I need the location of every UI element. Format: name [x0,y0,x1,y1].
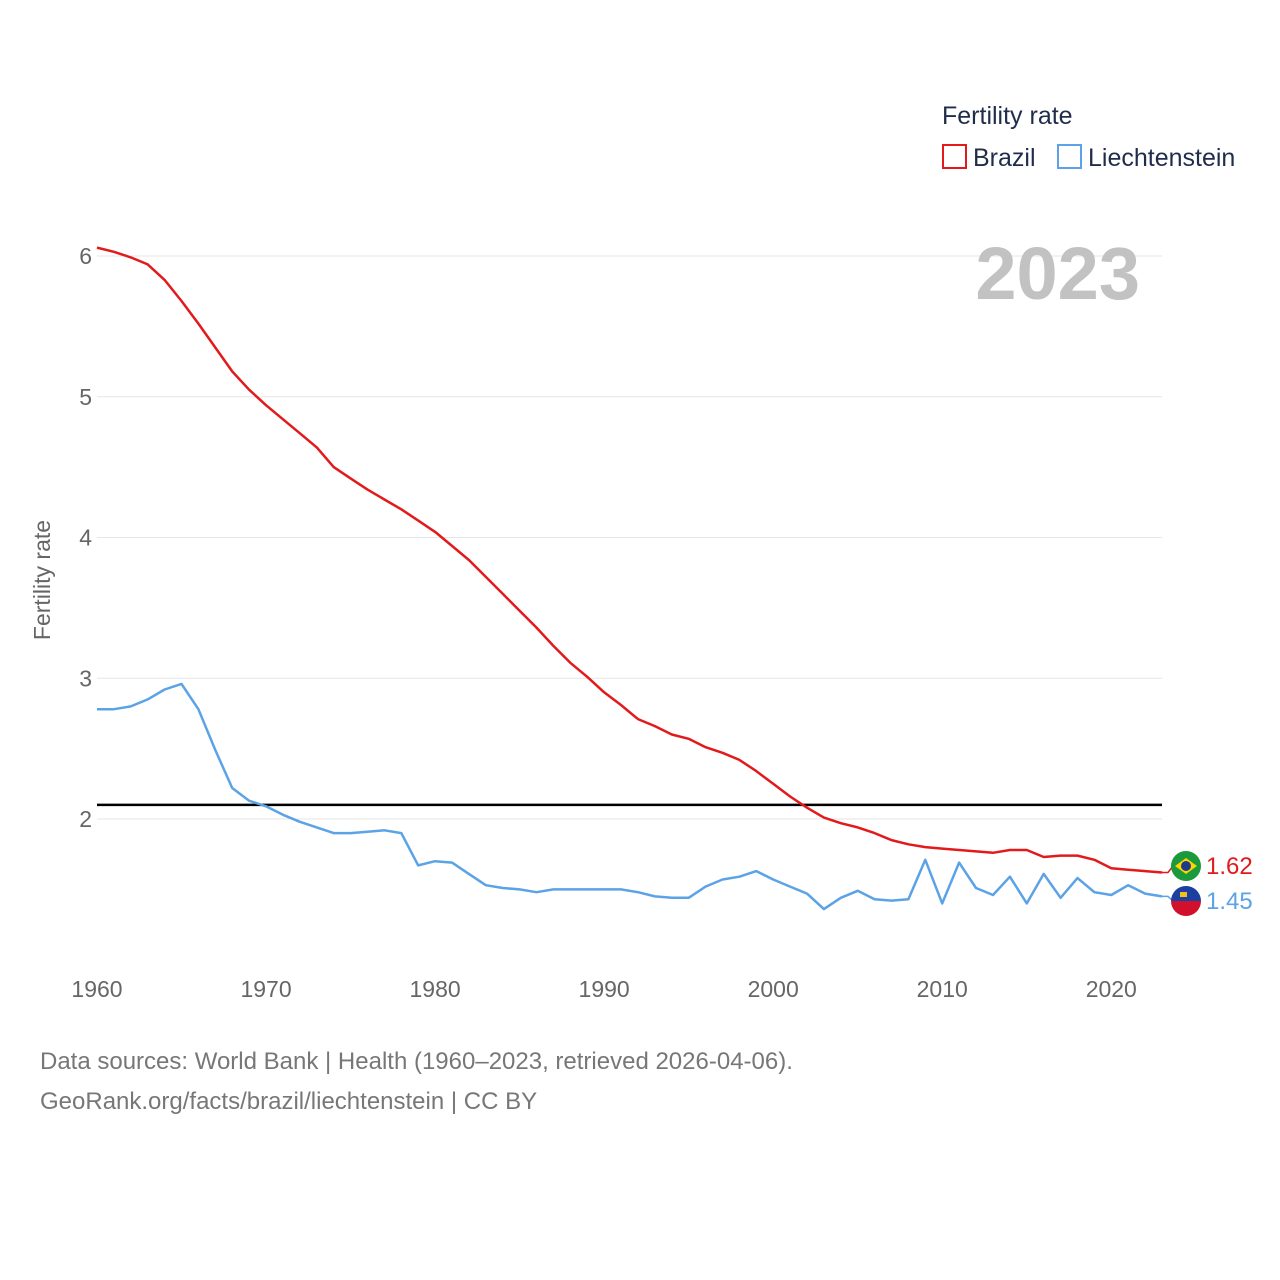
y-tick-label-3: 3 [79,665,92,691]
series-line-liechtenstein [97,682,1163,911]
legend-swatch-liechtenstein [1057,144,1082,169]
fertility-rate-chart: 2 3 4 5 6 1960 1970 1980 1990 2000 2010 2020 Ferti… [29,102,1253,1002]
attribution-link[interactable]: GeoRank.org/facts/brazil/liechtenstein |… [40,1088,538,1115]
legend-swatch-brazil [942,144,967,169]
x-tick-label-1970: 1970 [240,976,291,1002]
end-value-label-liechtenstein: 1.45 [1206,888,1253,915]
x-tick-label-2010: 2010 [917,976,968,1002]
x-axis-ticks: 1960 1970 1980 1990 2000 2010 2020 [71,976,1136,1002]
year-overlay: 2023 [975,232,1140,315]
x-tick-label-2000: 2000 [748,976,799,1002]
footer: Data sources: World Bank | Health (1960–… [40,1042,793,1122]
gridlines [97,255,1162,820]
y-tick-label-4: 4 [79,525,92,551]
legend-label-brazil: Brazil [973,144,1036,172]
y-tick-label-2: 2 [79,806,92,832]
x-tick-label-2020: 2020 [1086,976,1137,1002]
end-value-label-brazil: 1.62 [1206,853,1253,880]
legend: Fertility rate Brazil Liechtenstein [942,102,1235,172]
liechtenstein-flag-crown [1180,892,1187,897]
brazil-flag-globe [1181,861,1191,871]
y-tick-label-5: 5 [79,384,92,410]
liechtenstein-flag-icon [1171,886,1201,916]
y-axis-ticks: 2 3 4 5 6 [79,243,92,832]
series-line-brazil [96,246,1163,874]
x-tick-label-1960: 1960 [71,976,122,1002]
x-tick-label-1990: 1990 [579,976,630,1002]
y-axis-label: Fertility rate [29,520,55,640]
liechtenstein-flag-bottom [1171,901,1201,916]
legend-label-liechtenstein: Liechtenstein [1088,144,1235,172]
series-lines [96,246,1163,911]
data-sources-text: Data sources: World Bank | Health (1960–… [40,1048,793,1075]
legend-title: Fertility rate [942,102,1073,130]
y-tick-label-6: 6 [79,243,92,269]
end-markers: 1.62 1.45 [1162,851,1253,916]
x-tick-label-1980: 1980 [410,976,461,1002]
